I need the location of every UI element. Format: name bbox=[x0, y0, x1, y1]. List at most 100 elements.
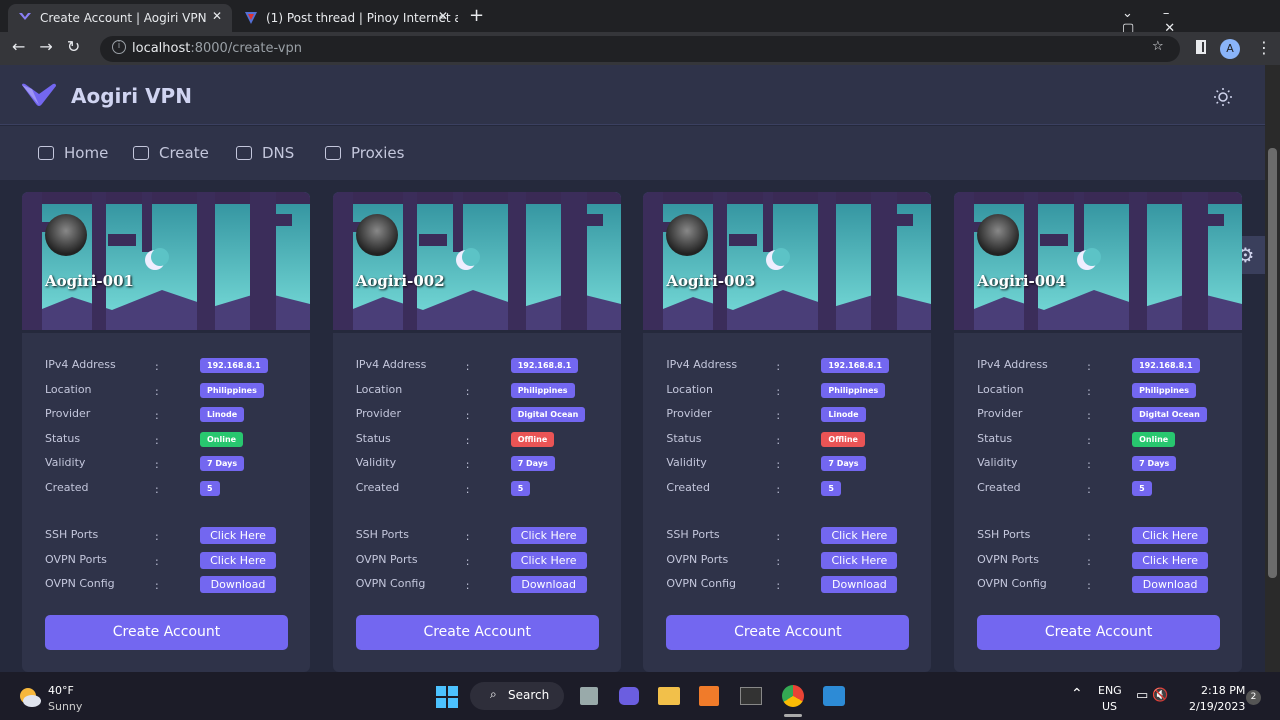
profile[interactable]: A bbox=[1220, 39, 1240, 59]
field-label: Validity bbox=[666, 456, 707, 469]
server-card: Aogiri-001 IPv4 Address: 192.168.8.1 Locati… bbox=[22, 192, 310, 672]
separator: : bbox=[776, 409, 781, 422]
separator: : bbox=[155, 433, 159, 447]
star[interactable]: ☆ bbox=[1152, 39, 1164, 54]
action-button[interactable]: Download bbox=[1132, 576, 1209, 593]
start[interactable] bbox=[436, 686, 458, 708]
field-label: IPv4 Address bbox=[666, 358, 738, 371]
avatar bbox=[355, 214, 398, 256]
card-banner bbox=[954, 192, 1243, 330]
action-button[interactable]: Download bbox=[821, 576, 898, 593]
action-button[interactable]: Click Here bbox=[510, 551, 587, 569]
action-button[interactable]: Download bbox=[510, 576, 587, 593]
separator: : bbox=[1087, 530, 1091, 543]
separator: : bbox=[776, 360, 781, 373]
server-card: Aogiri-003 IPv4 Address: 192.168.8.1 Locati… bbox=[643, 192, 932, 672]
notification-badge[interactable]: 2 bbox=[1246, 690, 1261, 705]
field-label: SSH Ports bbox=[355, 528, 409, 541]
separator: : bbox=[155, 482, 159, 496]
menu[interactable]: ⋮ bbox=[1256, 38, 1272, 57]
field-label: Provider bbox=[977, 407, 1023, 420]
action-button[interactable]: Click Here bbox=[200, 551, 276, 569]
new-tab[interactable]: + bbox=[469, 5, 485, 26]
separator: : bbox=[155, 360, 159, 373]
sidebar-icon[interactable] bbox=[1196, 40, 1206, 54]
create-account-button[interactable]: Create Account bbox=[977, 615, 1221, 650]
field-label: OVPN Ports bbox=[45, 552, 107, 566]
clock: 2:18 PM bbox=[1201, 684, 1246, 697]
badge: Philippines bbox=[1132, 382, 1196, 398]
search[interactable]: ⌕ Search bbox=[470, 682, 564, 710]
language: ENG bbox=[1098, 684, 1122, 697]
separator: : bbox=[776, 384, 781, 398]
tab-title: (1) Post thread | Pinoy Internet an bbox=[266, 11, 458, 25]
separator: : bbox=[776, 579, 781, 592]
app-icon[interactable] bbox=[782, 685, 804, 707]
app-icon[interactable] bbox=[823, 686, 845, 706]
badge: Linode bbox=[200, 407, 245, 422]
region: US bbox=[1102, 700, 1118, 713]
field-label: OVPN Ports bbox=[666, 552, 729, 566]
separator: : bbox=[1087, 433, 1091, 447]
action-button[interactable]: Click Here bbox=[200, 527, 276, 544]
action-button[interactable]: Click Here bbox=[821, 527, 898, 544]
separator: : bbox=[465, 409, 470, 422]
field-label: Location bbox=[355, 382, 403, 396]
banner-gap bbox=[954, 330, 1243, 333]
action-button[interactable]: Click Here bbox=[821, 551, 898, 569]
badge: 7 Days bbox=[510, 456, 555, 471]
field-label: SSH Ports bbox=[666, 528, 720, 541]
separator: : bbox=[1087, 579, 1091, 592]
separator: : bbox=[776, 554, 781, 568]
action-button[interactable]: Download bbox=[200, 576, 276, 593]
field-label: Created bbox=[977, 480, 1021, 494]
separator: : bbox=[155, 579, 159, 592]
badge: 7 Days bbox=[821, 456, 866, 471]
separator: : bbox=[155, 409, 159, 422]
badge: Philippines bbox=[200, 382, 264, 398]
field-label: IPv4 Address bbox=[45, 358, 116, 371]
badge: 192.168.8.1 bbox=[821, 358, 890, 373]
create-account-button[interactable]: Create Account bbox=[45, 615, 288, 650]
nav-item[interactable]: DNS bbox=[236, 144, 294, 162]
tab[interactable]: Create Account | Aogiri VPN ✕ bbox=[8, 4, 232, 32]
create-account-button[interactable]: Create Account bbox=[666, 615, 910, 650]
avatar bbox=[977, 214, 1020, 256]
card-banner bbox=[22, 192, 310, 330]
app-icon[interactable] bbox=[740, 687, 762, 705]
separator: : bbox=[465, 579, 470, 592]
app-icon[interactable] bbox=[580, 687, 598, 705]
app-icon[interactable] bbox=[658, 687, 680, 705]
nav-item[interactable]: Create bbox=[133, 144, 209, 162]
tab-title: Create Account | Aogiri VPN bbox=[40, 11, 207, 25]
field-label: OVPN Config bbox=[45, 577, 115, 590]
separator: : bbox=[465, 384, 470, 398]
nav-buttons[interactable]: ←→↻ bbox=[12, 37, 95, 56]
badge: 5 bbox=[821, 480, 841, 496]
app-header: Aogiri VPN bbox=[0, 65, 1265, 125]
action-button[interactable]: Click Here bbox=[510, 527, 587, 544]
action-button[interactable]: Click Here bbox=[1132, 551, 1209, 569]
app-icon[interactable] bbox=[619, 687, 639, 705]
field-label: IPv4 Address bbox=[355, 358, 427, 371]
address-bar[interactable]: i localhost:8000/create-vpn ☆ bbox=[100, 36, 1180, 62]
tab[interactable]: (1) Post thread | Pinoy Internet an ✕ bbox=[234, 4, 458, 32]
badge: Digital Ocean bbox=[510, 407, 586, 422]
field-label: Validity bbox=[977, 456, 1018, 469]
field-label: Status bbox=[977, 431, 1013, 445]
separator: : bbox=[155, 554, 159, 568]
create-account-button[interactable]: Create Account bbox=[355, 615, 599, 650]
separator: : bbox=[1087, 554, 1091, 568]
field-label: SSH Ports bbox=[977, 528, 1031, 541]
nav-item[interactable]: Home bbox=[38, 144, 108, 162]
action-button[interactable]: Click Here bbox=[1132, 527, 1209, 544]
badge: Online bbox=[1132, 431, 1176, 447]
field-label: OVPN Config bbox=[355, 577, 426, 590]
server-name: Aogiri-003 bbox=[666, 272, 756, 290]
app-icon[interactable] bbox=[699, 686, 719, 706]
field-label: SSH Ports bbox=[45, 528, 99, 541]
separator: : bbox=[1087, 458, 1091, 471]
theme-toggle[interactable] bbox=[1213, 87, 1233, 107]
nav-item[interactable]: Proxies bbox=[325, 144, 404, 162]
